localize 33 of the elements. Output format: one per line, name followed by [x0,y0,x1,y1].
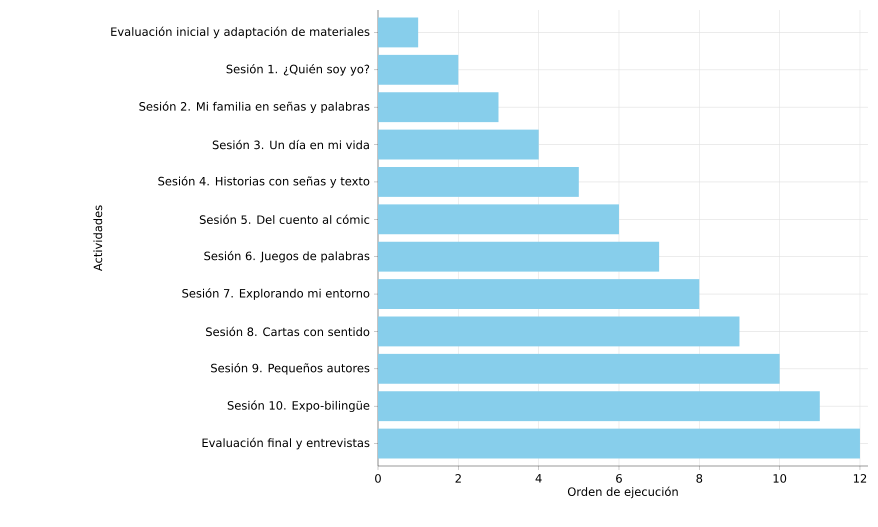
y-tick-label: Sesión 8. Cartas con sentido [206,326,370,336]
y-tick-label: Evaluación inicial y adaptación de materiales [111,26,370,38]
y-tick-label: Sesión 4. Historias con señas y texto [158,176,370,188]
y-tick-label: Sesión 10. Expo-bilingüe [228,400,370,412]
bar [378,279,700,310]
x-tick-label: 4 [536,474,542,482]
y-tick-label: Sesión 1. ¿Quién soy yo? [226,64,370,76]
bar [378,242,660,272]
x-tick-label: 6 [616,474,622,483]
bar [378,204,619,234]
y-tick-label: Evaluación final y entrevistas [202,438,370,450]
x-tick-label: 12 [854,474,866,483]
y-tick-label: Sesión 7. Explorando mi entorno [182,288,370,300]
x-tick-label: 10 [774,474,786,483]
y-tick-label: Sesión 6. Juegos de palabras [204,250,370,262]
bar [378,428,860,459]
x-tick-label: 8 [696,474,702,483]
bar [378,92,498,122]
bar [378,54,458,85]
x-tick-label: 2 [456,474,461,483]
y-axis-title: Actividades [93,205,102,272]
y-tick-label: Sesión 2. Mi familia en señas y palabras [139,101,370,113]
bar [378,130,539,160]
y-tick-label: Sesión 3. Un día en mi vida [212,140,369,150]
bar [378,316,740,346]
x-axis-title: Orden de ejecución [568,486,678,498]
bar [378,166,579,197]
bar [378,17,418,48]
y-tick-label: Sesión 9. Pequeños autores [211,363,370,375]
y-tick-label: Sesión 5. Del cuento al cómic [200,214,370,224]
bar [378,391,820,422]
x-tick-label: 0 [375,474,381,483]
bar [378,354,780,384]
